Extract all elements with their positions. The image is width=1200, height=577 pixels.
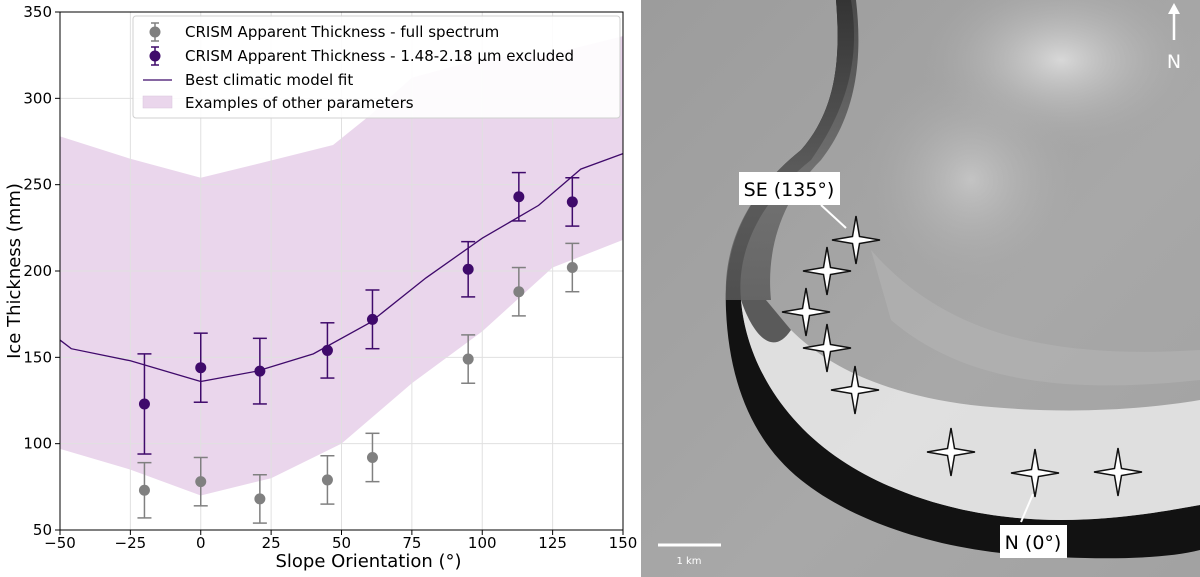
excluded-point bbox=[366, 313, 378, 325]
x-tick-label: −50 bbox=[44, 534, 76, 552]
crater-floor-texture bbox=[871, 250, 1200, 386]
compass-label: N bbox=[1167, 51, 1181, 73]
legend-label-excluded: CRISM Apparent Thickness - 1.48-2.18 µm … bbox=[185, 47, 574, 65]
x-tick-label: 100 bbox=[468, 534, 497, 552]
excluded-point bbox=[513, 191, 525, 203]
star-markers bbox=[781, 215, 1143, 498]
y-tick-label: 250 bbox=[23, 176, 52, 194]
star-marker-icon bbox=[1093, 447, 1143, 497]
legend-marker-band bbox=[142, 95, 173, 109]
se-label-box: SE (135°) bbox=[739, 172, 840, 205]
y-tick-label: 50 bbox=[33, 521, 52, 539]
legend-marker-full-spectrum bbox=[149, 22, 161, 42]
n-label-box: N (0°) bbox=[1000, 525, 1067, 558]
star-marker-icon bbox=[1010, 448, 1060, 498]
full-spectrum-point bbox=[321, 474, 333, 486]
x-tick-label: −25 bbox=[115, 534, 147, 552]
tick-layer: −50 −25 0 25 50 75 100 125 150 50 100 150 200 250 300 3… bbox=[23, 3, 637, 552]
crater-wall-upper bbox=[725, 0, 859, 300]
excluded-point bbox=[566, 196, 578, 208]
y-tick-label: 350 bbox=[23, 3, 52, 21]
scale-label: 1 km bbox=[676, 556, 701, 567]
y-tick-label: 200 bbox=[23, 262, 52, 280]
full-spectrum-point bbox=[366, 451, 378, 463]
legend-marker-excluded bbox=[149, 46, 161, 66]
x-tick-label: 125 bbox=[538, 534, 567, 552]
legend-label-band: Examples of other parameters bbox=[185, 94, 414, 112]
legend-box bbox=[132, 15, 621, 119]
points-layer bbox=[137, 171, 580, 524]
legend-label-model: Best climatic model fit bbox=[185, 71, 353, 89]
legend-label-full-spectrum: CRISM Apparent Thickness - full spectrum bbox=[185, 23, 499, 41]
n-label-pointer bbox=[1020, 493, 1034, 523]
full-spectrum-point bbox=[566, 262, 578, 274]
mars-image-panel: SE (135°) N (0°) N 1 km bbox=[641, 0, 1200, 577]
se-label-pointer bbox=[820, 204, 847, 229]
star-marker-icon bbox=[781, 287, 831, 337]
x-tick-label: 75 bbox=[402, 534, 421, 552]
se-label: SE (135°) bbox=[744, 179, 835, 201]
y-tick-label: 100 bbox=[23, 435, 52, 453]
frost-covered-slope bbox=[741, 300, 1200, 520]
full-spectrum-point bbox=[462, 353, 474, 365]
full-spectrum-point bbox=[195, 476, 207, 488]
star-marker-icon bbox=[830, 365, 880, 415]
x-axis-title: Slope Orientation (°) bbox=[275, 551, 461, 572]
crater-wall-lower bbox=[741, 300, 791, 343]
x-tick-label: 150 bbox=[609, 534, 638, 552]
excluded-point bbox=[195, 362, 207, 374]
chart-panel: −50 −25 0 25 50 75 100 125 150 50 100 150 200 250 300 3… bbox=[4, 3, 637, 572]
star-marker-icon bbox=[802, 323, 852, 373]
north-arrow-icon bbox=[1168, 3, 1180, 40]
excluded-point bbox=[321, 344, 333, 356]
x-tick-label: 0 bbox=[196, 534, 206, 552]
star-marker-icon bbox=[831, 215, 881, 265]
y-axis-title: Ice Thickness (mm) bbox=[4, 183, 25, 359]
model-line-layer bbox=[59, 152, 624, 383]
bright-terrain-patch-2 bbox=[861, 70, 1081, 290]
n-label: N (0°) bbox=[1005, 532, 1062, 554]
star-marker-icon bbox=[802, 246, 852, 296]
full-spectrum-point bbox=[254, 493, 266, 505]
x-tick-label: 25 bbox=[262, 534, 281, 552]
excluded-point bbox=[254, 365, 266, 377]
excluded-point bbox=[462, 263, 474, 275]
y-tick-label: 150 bbox=[23, 348, 52, 366]
legend: CRISM Apparent Thickness - full spectrum… bbox=[132, 15, 621, 119]
excluded-point bbox=[138, 398, 150, 410]
full-spectrum-point bbox=[138, 484, 150, 496]
x-tick-label: 50 bbox=[332, 534, 351, 552]
full-spectrum-point bbox=[513, 286, 525, 298]
model-fit-line bbox=[59, 152, 624, 383]
star-marker-icon bbox=[926, 427, 976, 477]
y-tick-label: 300 bbox=[23, 89, 52, 107]
